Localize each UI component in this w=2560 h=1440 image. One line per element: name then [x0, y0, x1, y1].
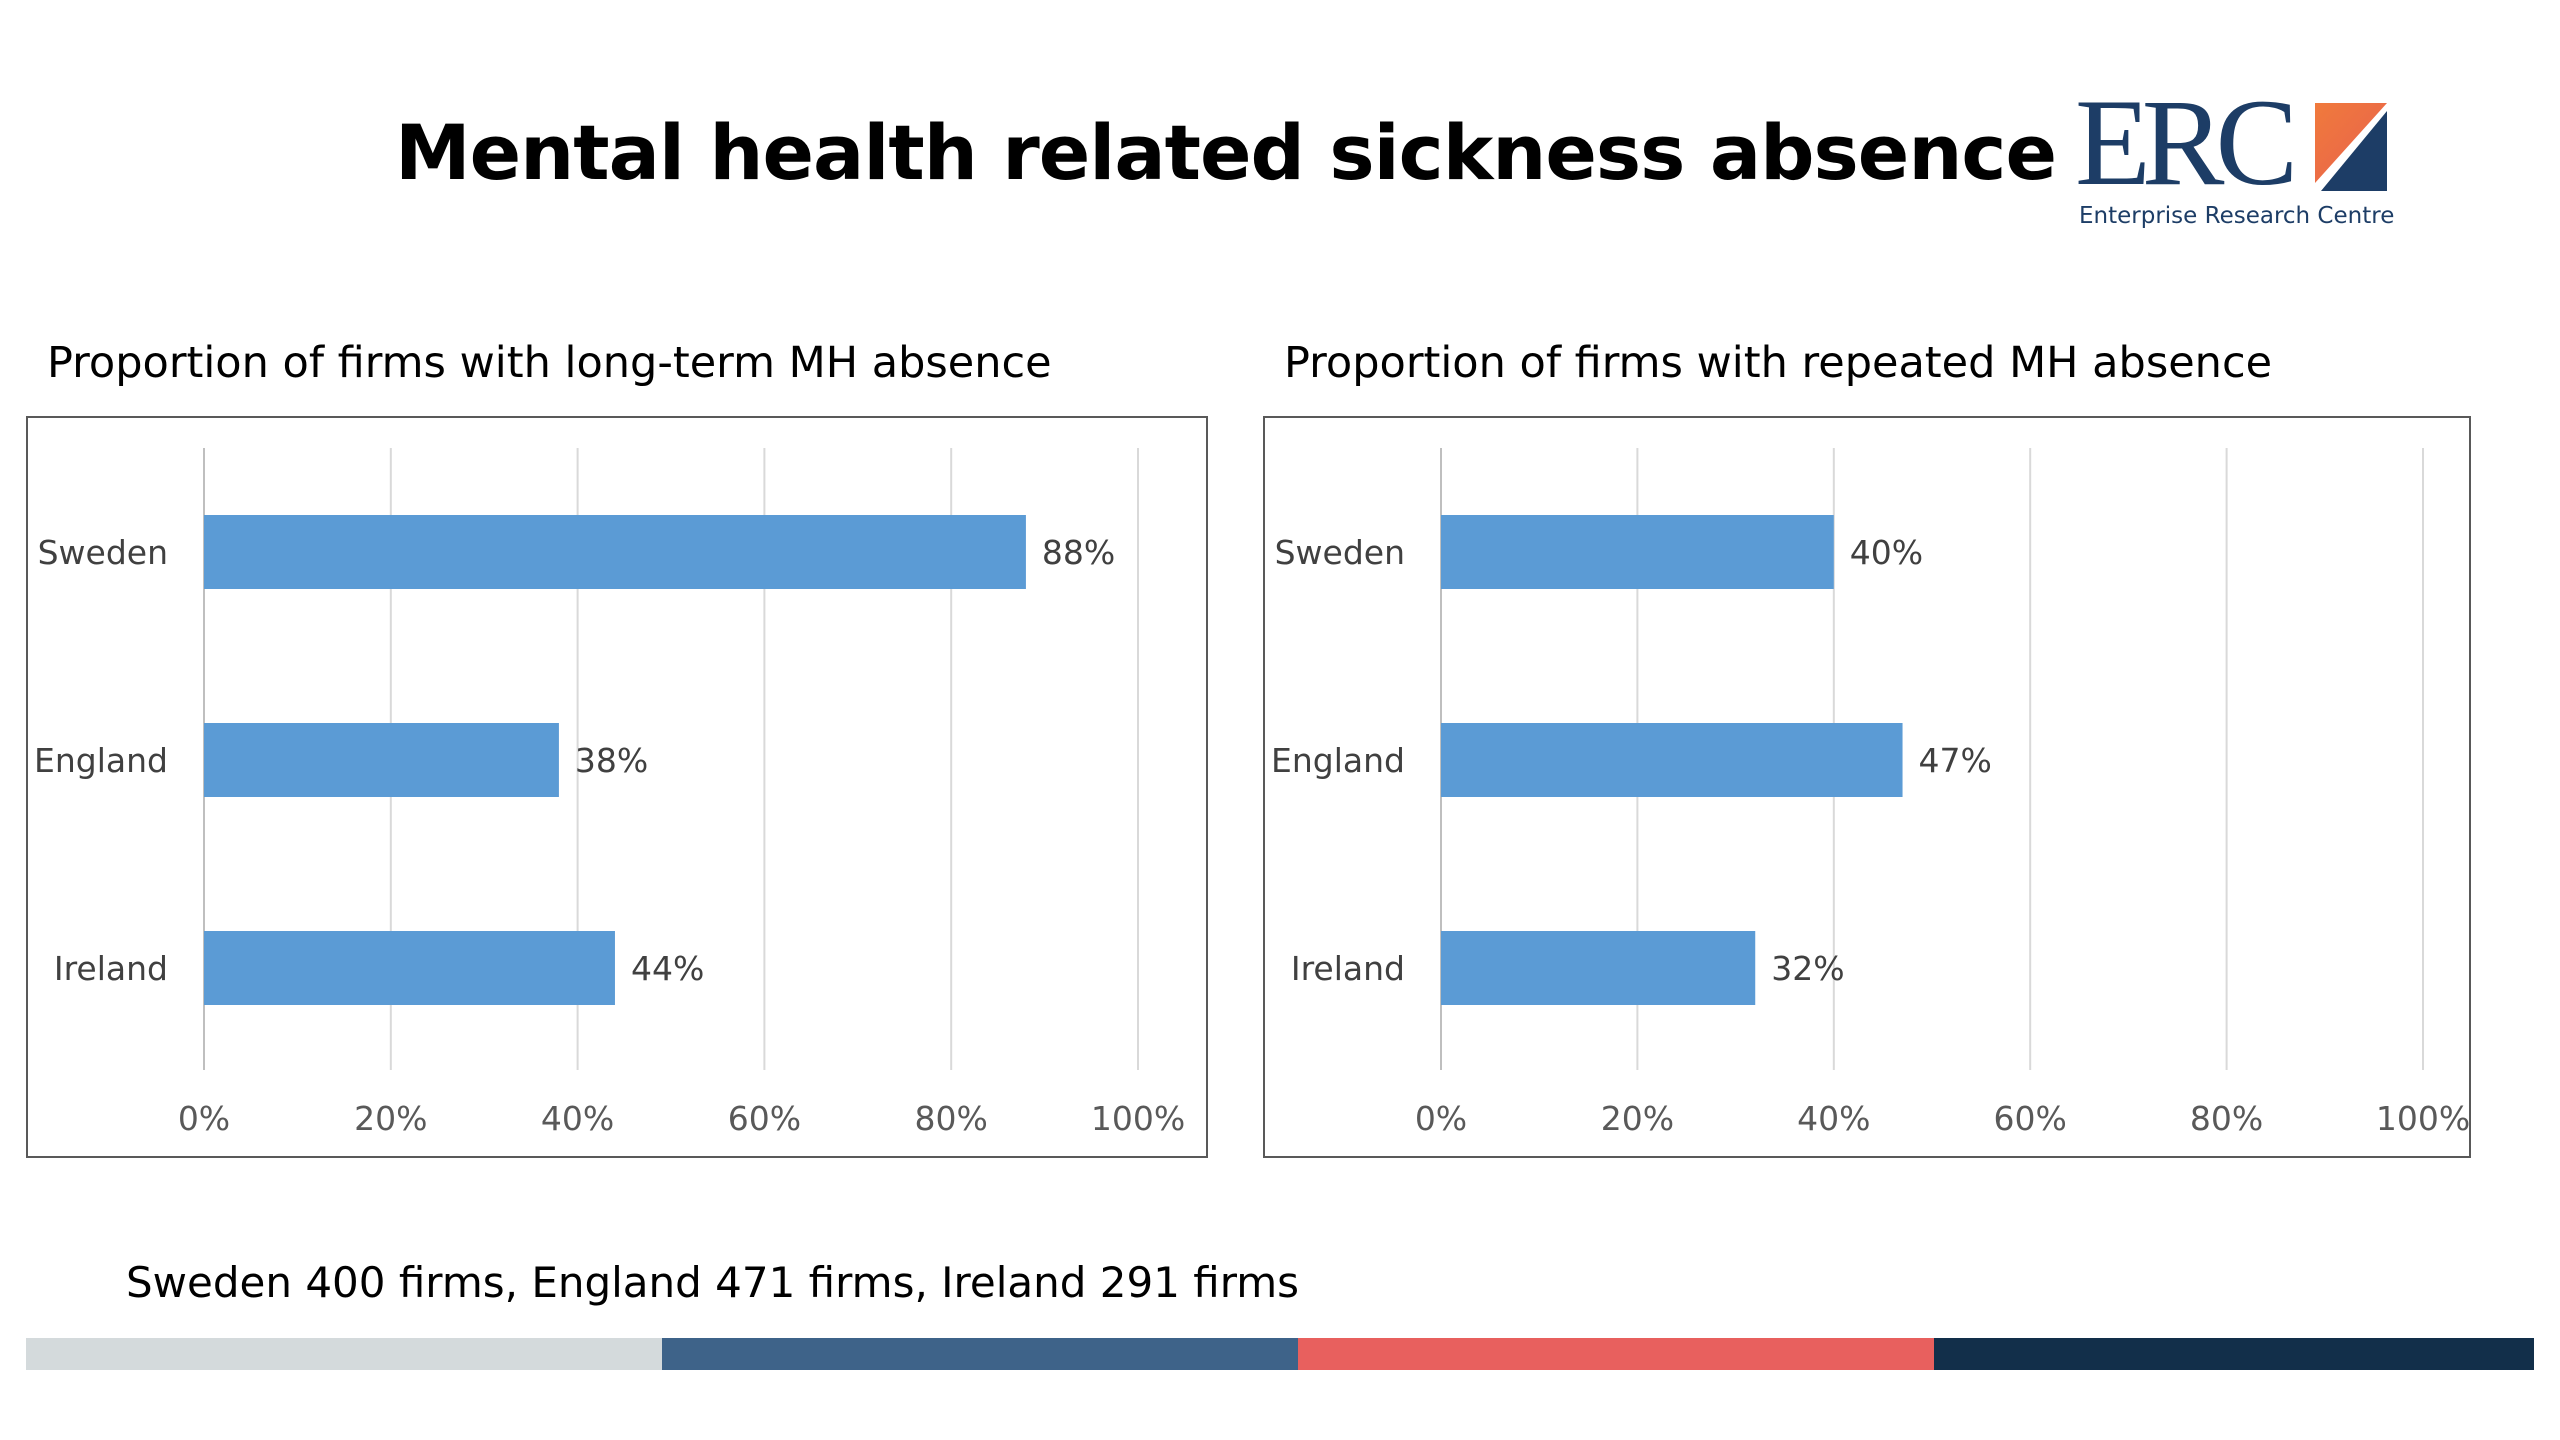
chart-2-plot: 0% 20% 40% 60% 80% 100% Sweden 40% England 47% Ire…: [1271, 448, 2469, 1138]
chart-2-bar-ireland: [1441, 931, 1756, 1005]
chart-2-x-tick-label: 0%: [1415, 1099, 1467, 1138]
chart-2-x-tick-label: 100%: [2376, 1099, 2469, 1138]
logo-subtitle: Enterprise Research Centre: [2079, 203, 2395, 229]
chart-2-bar-england: [1441, 723, 1903, 797]
chart-1-plot: 0% 20% 40% 60% 80% 100% Sweden 88% England 38% Ire…: [34, 448, 1185, 1138]
chart-1-data-label: 38%: [575, 741, 648, 780]
sample-size-footnote: Sweden 400 firms, England 471 firms, Ire…: [126, 1258, 1300, 1307]
footer-stripe-4: [1934, 1338, 2534, 1370]
chart-2-x-tick-label: 80%: [2190, 1099, 2263, 1138]
chart-1-x-tick-label: 20%: [354, 1099, 427, 1138]
chart-2-category-label: England: [1271, 741, 1405, 780]
chart-1: 0% 20% 40% 60% 80% 100% Sweden 88% England 38% Ire…: [26, 416, 1208, 1158]
chart-2-x-tick-label: 20%: [1601, 1099, 1674, 1138]
chart-1-category-label: Sweden: [38, 533, 168, 572]
footer-stripe-2: [662, 1338, 1298, 1370]
chart-2-data-label: 32%: [1771, 949, 1844, 988]
footer-stripe-3: [1298, 1338, 1934, 1370]
chart-1-data-label: 88%: [1042, 533, 1115, 572]
logo-wordmark: ERC: [2075, 74, 2298, 211]
logo-mark-icon: [2315, 103, 2387, 191]
chart-2-category-label: Sweden: [1275, 533, 1405, 572]
chart-2-x-tick-label: 60%: [1994, 1099, 2067, 1138]
chart-2: 0% 20% 40% 60% 80% 100% Sweden 40% England 47% Ire…: [1263, 416, 2471, 1158]
chart-2-data-label: 47%: [1919, 741, 1992, 780]
chart-1-x-tick-label: 40%: [541, 1099, 614, 1138]
chart-1-x-tick-label: 60%: [728, 1099, 801, 1138]
footer-stripe-1: [26, 1338, 662, 1370]
chart-1-category-label: Ireland: [54, 949, 168, 988]
chart-1-category-label: England: [34, 741, 168, 780]
chart-1-title: Proportion of firms with long-term MH ab…: [47, 338, 1052, 388]
chart-1-bar-ireland: [204, 931, 615, 1005]
chart-1-data-label: 44%: [631, 949, 704, 988]
chart-2-bar-sweden: [1441, 515, 1834, 589]
chart-2-title: Proportion of firms with repeated MH abs…: [1284, 338, 2273, 388]
chart-1-bar-sweden: [204, 515, 1026, 589]
page-title: Mental health related sickness absence: [395, 108, 2057, 197]
chart-2-x-tick-label: 40%: [1797, 1099, 1870, 1138]
chart-1-x-tick-label: 0%: [178, 1099, 230, 1138]
chart-2-category-label: Ireland: [1291, 949, 1405, 988]
chart-1-x-tick-label: 80%: [915, 1099, 988, 1138]
chart-1-bar-england: [204, 723, 559, 797]
erc-logo: ERC Enterprise Research Centre: [2075, 81, 2405, 235]
chart-2-data-label: 40%: [1850, 533, 1923, 572]
chart-1-x-tick-label: 100%: [1091, 1099, 1185, 1138]
